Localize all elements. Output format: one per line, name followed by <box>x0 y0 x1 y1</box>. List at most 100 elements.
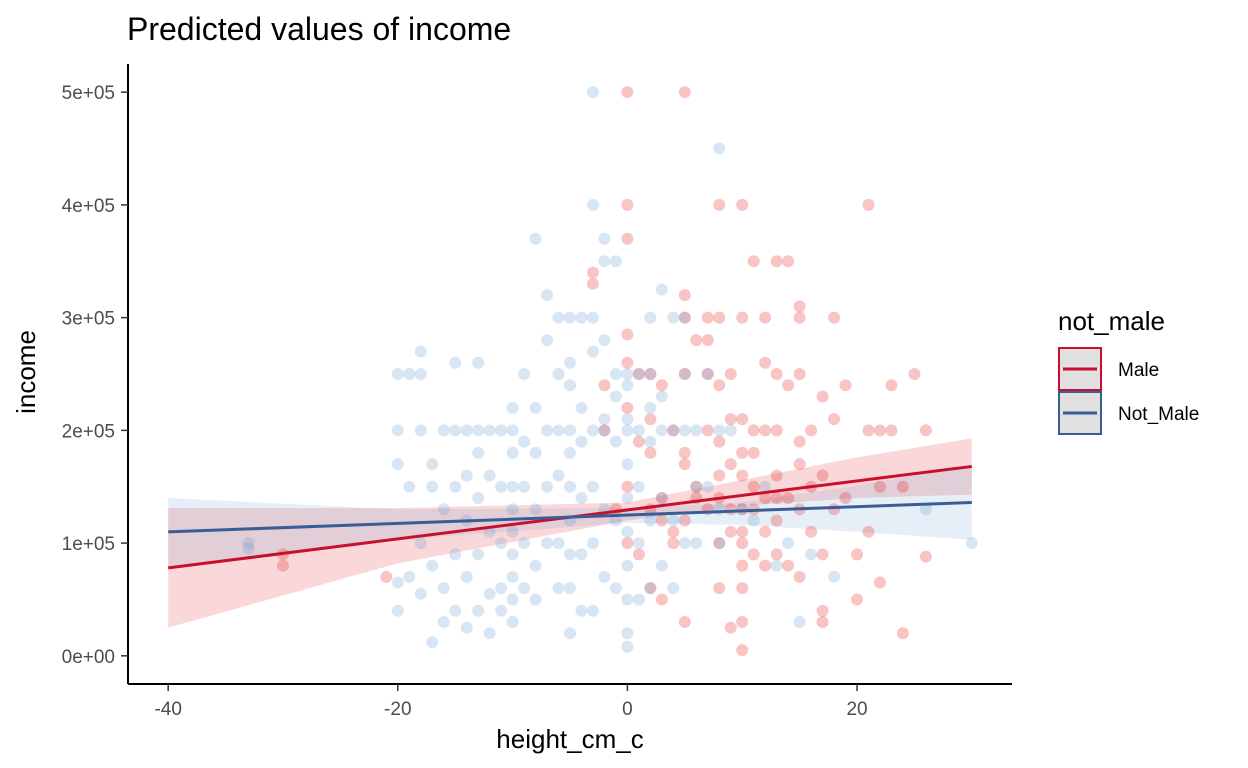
point-not-male <box>242 537 255 550</box>
point-not-male <box>564 356 576 369</box>
point-not-male <box>632 593 645 606</box>
point-male <box>770 424 783 437</box>
point-not-male <box>506 446 519 459</box>
point-male <box>805 525 818 538</box>
point-male <box>713 435 726 448</box>
point-not-male <box>529 593 542 606</box>
point-not-male <box>575 604 588 617</box>
point-not-male <box>724 424 737 437</box>
point-male <box>644 582 657 595</box>
point-not-male <box>506 503 519 516</box>
point-not-male <box>552 537 565 550</box>
point-not-male <box>564 446 576 459</box>
point-male <box>759 559 772 572</box>
point-not-male <box>518 537 531 550</box>
point-male <box>701 424 714 437</box>
point-male <box>655 379 668 392</box>
point-not-male <box>483 627 496 640</box>
point-not-male <box>632 480 645 493</box>
point-male <box>736 537 749 550</box>
point-male <box>644 413 657 426</box>
point-male <box>873 424 886 437</box>
point-not-male <box>586 480 599 493</box>
point-male <box>782 379 795 392</box>
point-male <box>678 514 691 527</box>
point-not-male <box>426 458 439 471</box>
point-male <box>736 582 749 595</box>
point-not-male <box>586 537 599 550</box>
y-axis-ticks: 0e+00 1e+05 2e+05 3e+05 4e+05 5e+05 <box>62 83 128 668</box>
legend-entries: Male Not_Male <box>1058 347 1199 435</box>
point-not-male <box>403 480 416 493</box>
point-not-male <box>414 537 427 550</box>
point-male <box>667 537 680 550</box>
point-not-male <box>828 570 841 583</box>
point-male <box>736 413 749 426</box>
point-male <box>896 480 909 493</box>
point-male <box>885 379 898 392</box>
point-male <box>621 198 634 211</box>
point-not-male <box>552 469 565 482</box>
point-not-male <box>518 480 531 493</box>
point-male <box>713 379 726 392</box>
legend-label-not-male: Not_Male <box>1118 404 1199 425</box>
point-not-male <box>655 283 668 296</box>
point-not-male <box>805 548 818 561</box>
point-male <box>701 368 714 380</box>
x-tick-label: 0 <box>622 699 633 720</box>
point-not-male <box>655 559 668 572</box>
point-male <box>782 559 795 572</box>
point-not-male <box>449 424 462 437</box>
point-not-male <box>552 368 565 380</box>
point-male <box>586 266 599 279</box>
point-not-male <box>472 356 485 369</box>
point-not-male <box>609 435 622 448</box>
point-male <box>655 514 668 527</box>
point-male <box>793 368 806 380</box>
point-not-male <box>426 636 439 649</box>
point-not-male <box>598 424 611 437</box>
point-male <box>724 621 737 634</box>
point-male <box>816 469 829 482</box>
point-not-male <box>919 503 932 516</box>
point-not-male <box>564 627 576 640</box>
point-male <box>770 368 783 380</box>
point-not-male <box>460 621 473 634</box>
point-not-male <box>495 480 508 493</box>
point-not-male <box>483 587 496 600</box>
point-not-male <box>609 582 622 595</box>
point-not-male <box>690 480 703 493</box>
confidence-band-not-male <box>168 465 972 566</box>
point-not-male <box>472 424 485 437</box>
point-not-male <box>495 582 508 595</box>
point-male <box>759 525 772 538</box>
point-male <box>873 576 886 589</box>
point-not-male <box>678 368 691 380</box>
point-male <box>621 232 634 245</box>
y-tick-label: 3e+05 <box>62 309 115 330</box>
point-male <box>759 424 772 437</box>
point-male <box>816 604 829 617</box>
point-male <box>747 446 760 459</box>
point-male <box>678 616 691 628</box>
point-not-male <box>460 469 473 482</box>
point-not-male <box>437 582 450 595</box>
point-not-male <box>621 640 634 653</box>
point-not-male <box>586 311 599 324</box>
point-not-male <box>701 368 714 380</box>
point-not-male <box>690 424 703 437</box>
point-not-male <box>541 289 554 302</box>
data-points <box>242 86 978 657</box>
point-male <box>736 198 749 211</box>
point-not-male <box>391 458 404 471</box>
point-male <box>793 458 806 471</box>
point-not-male <box>632 537 645 550</box>
point-male <box>678 86 691 99</box>
point-male <box>678 458 691 471</box>
point-male <box>851 593 864 606</box>
point-not-male <box>426 559 439 572</box>
point-male <box>759 311 772 324</box>
point-not-male <box>564 379 576 392</box>
point-not-male <box>782 537 795 550</box>
point-not-male <box>667 514 680 527</box>
